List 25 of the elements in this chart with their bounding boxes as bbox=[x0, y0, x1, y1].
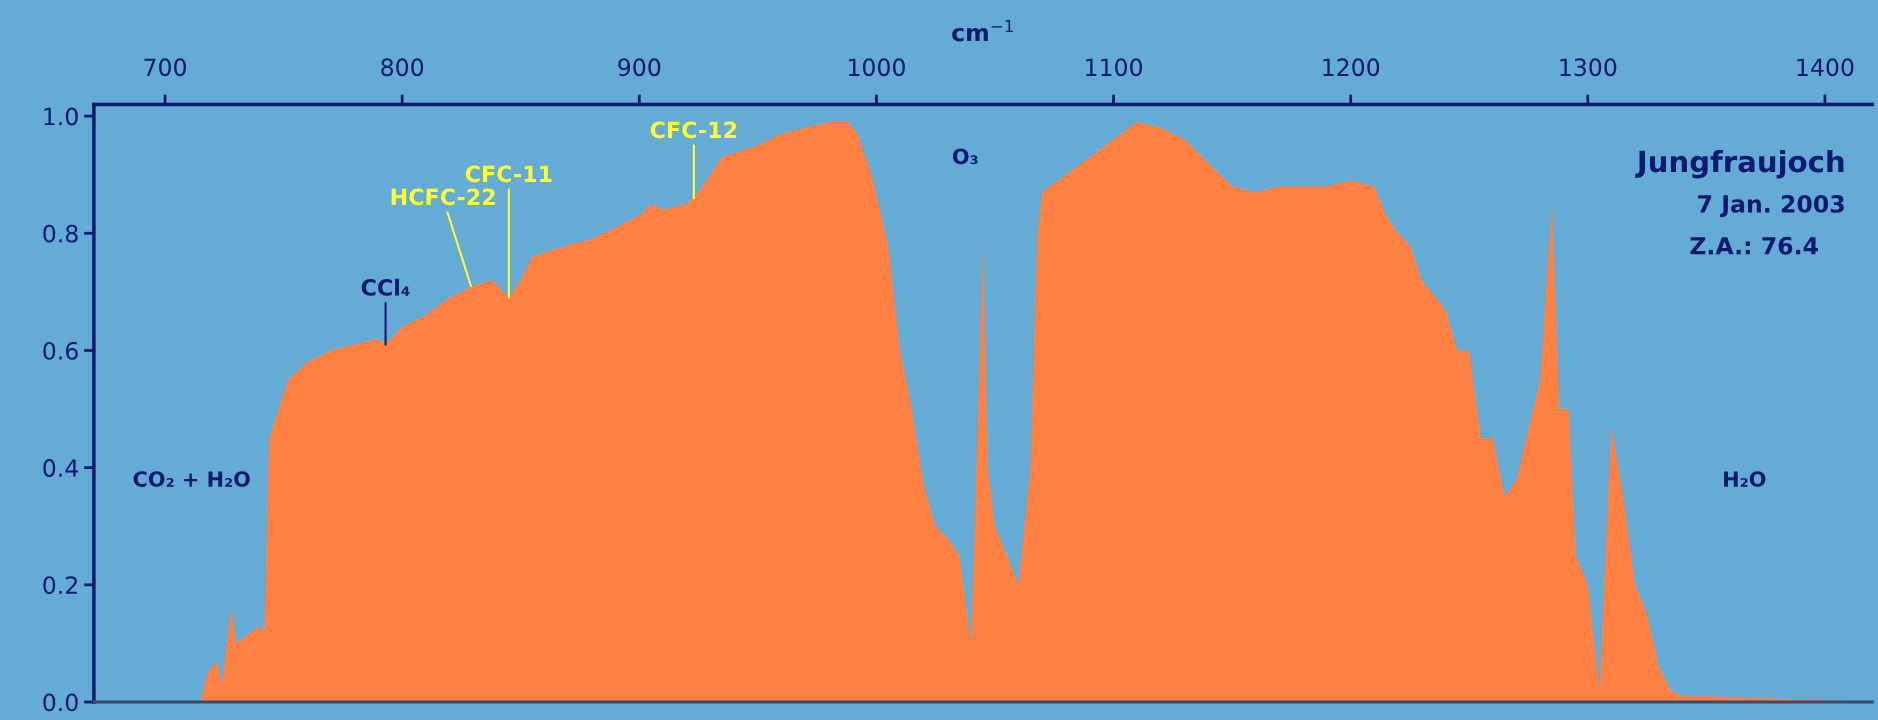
y-tick-label: 0.6 bbox=[43, 341, 78, 360]
text: 7 Jan. 2003 bbox=[1698, 194, 1844, 218]
annotation: O₃ bbox=[952, 148, 978, 165]
annotation: H₂O bbox=[1724, 471, 1766, 487]
x-tick-label: 900 bbox=[618, 58, 661, 77]
text: Jungfraujoch bbox=[1635, 149, 1844, 179]
annotation: Z.A.: 76.4 bbox=[1690, 236, 1818, 255]
x-tick-label: 1100 bbox=[1086, 58, 1143, 77]
y-tick-label: 0.0 bbox=[43, 693, 78, 712]
annotation: CFC-12 bbox=[650, 121, 737, 139]
x-tick-label: 800 bbox=[381, 58, 424, 77]
y-tick-label: 0.8 bbox=[43, 224, 78, 243]
y-tick-label: 0.2 bbox=[43, 576, 77, 595]
annotation: CFC-11 bbox=[465, 165, 552, 183]
annotation: HCFC-22 bbox=[391, 188, 495, 206]
x-tick-label: 700 bbox=[144, 58, 186, 77]
y-tick-label: 0.4 bbox=[43, 459, 78, 477]
y-tick-label: 1.0 bbox=[44, 107, 78, 126]
x-tick-label: 1200 bbox=[1323, 58, 1380, 77]
annotation: CCl₄ bbox=[361, 278, 410, 296]
annotation: CO₂ + H₂O bbox=[133, 471, 250, 487]
x-tick-label: 1400 bbox=[1797, 58, 1854, 77]
x-axis-title: cm$^{−1}$ bbox=[952, 20, 1013, 42]
x-tick-label: 1000 bbox=[848, 58, 905, 77]
x-tick-label: 1300 bbox=[1560, 58, 1617, 77]
